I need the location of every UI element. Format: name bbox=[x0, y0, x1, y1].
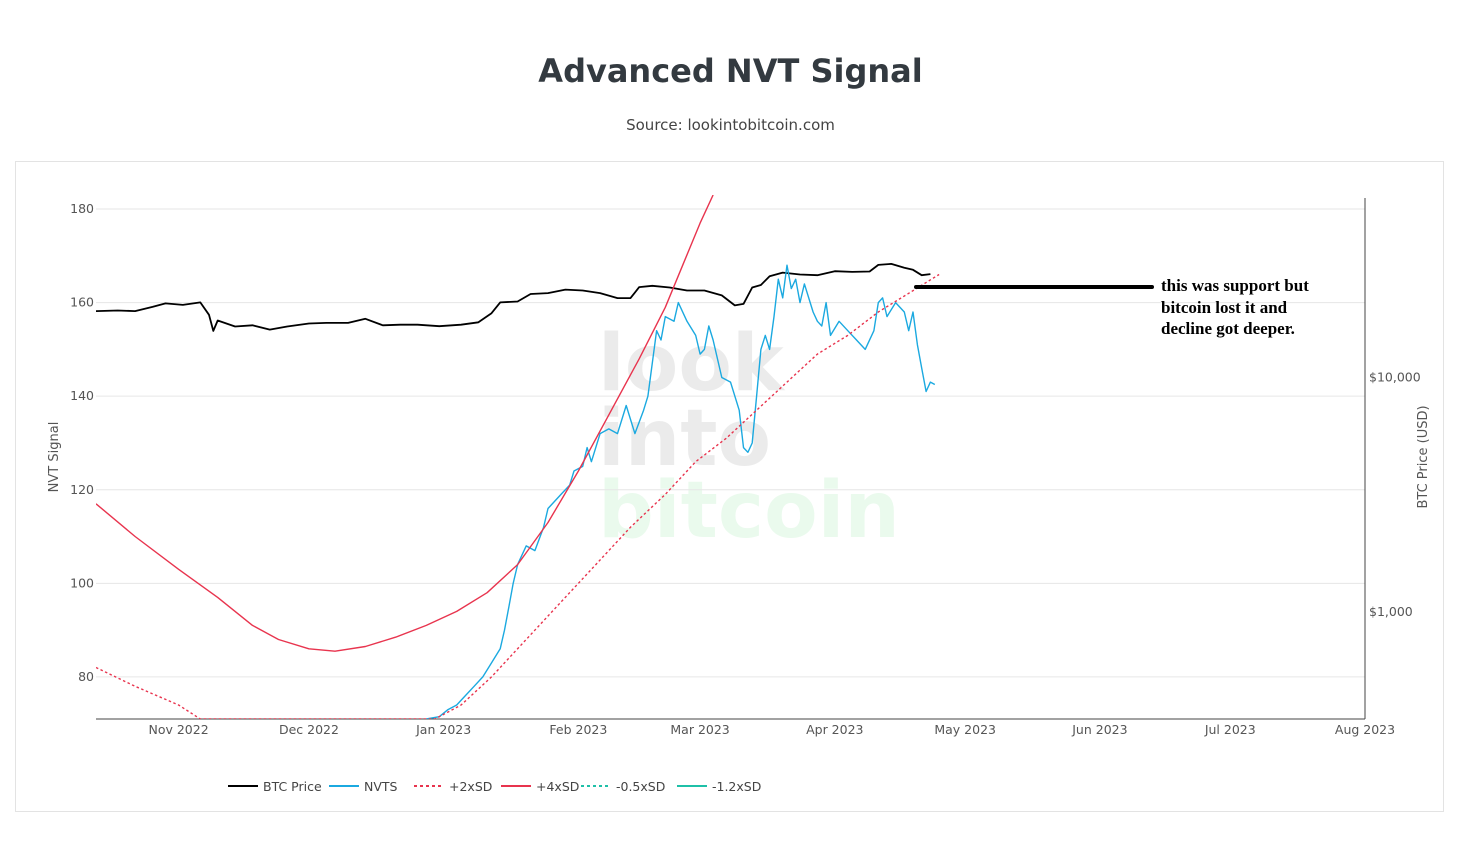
legend-item-btc-price[interactable]: BTC Price bbox=[228, 779, 322, 794]
watermark-bitcoin: bitcoin bbox=[598, 466, 900, 556]
series-layer bbox=[96, 195, 940, 719]
y-left-tick-label: 180 bbox=[70, 201, 94, 216]
watermark: look into bitcoin bbox=[598, 319, 900, 556]
annotation-line-1: this was support but bbox=[1161, 276, 1309, 295]
series-btc-price bbox=[96, 263, 931, 332]
annotation-line-2: bitcoin lost it and bbox=[1161, 297, 1288, 317]
x-tick-label: Jan 2023 bbox=[415, 722, 471, 737]
chart-title: Advanced NVT Signal bbox=[538, 52, 923, 90]
y-left-tick-label: 80 bbox=[78, 669, 94, 684]
y-right-axis-title: BTC Price (USD) bbox=[1416, 405, 1431, 508]
x-tick-label: Jul 2023 bbox=[1204, 722, 1256, 737]
axes: 80 100 120 140 160 180 $1,000 $10,000 Nov 2022 De… bbox=[47, 198, 1431, 737]
x-tick-label: Feb 2023 bbox=[549, 722, 607, 737]
annotation-text: this was support but bitcoin lost it and… bbox=[1161, 275, 1361, 340]
x-tick-label: Dec 2022 bbox=[279, 722, 339, 737]
series-nvts bbox=[426, 264, 936, 719]
series--4xsd bbox=[96, 195, 714, 652]
y-left-tick-label: 140 bbox=[70, 388, 94, 403]
x-tick-label: Nov 2022 bbox=[148, 722, 208, 737]
y-left-tick-label: 120 bbox=[70, 482, 94, 497]
x-tick-label: Jun 2023 bbox=[1071, 722, 1127, 737]
legend-label: BTC Price bbox=[263, 779, 322, 794]
legend-label: +2xSD bbox=[449, 779, 492, 794]
x-tick-label: Mar 2023 bbox=[670, 722, 729, 737]
watermark-look: look bbox=[598, 319, 786, 409]
legend-label: -0.5xSD bbox=[616, 779, 665, 794]
legend-label: -1.2xSD bbox=[712, 779, 761, 794]
y-left-axis-title: NVT Signal bbox=[47, 422, 62, 493]
x-tick-label: May 2023 bbox=[934, 722, 996, 737]
legend[interactable]: BTC Price NVTS +2xSD +4xSD -0.5xSD -1.2xSD bbox=[228, 779, 761, 794]
legend-label: +4xSD bbox=[536, 779, 579, 794]
legend-item--1-2xsd[interactable]: -1.2xSD bbox=[677, 779, 761, 794]
y-left-tick-label: 160 bbox=[70, 295, 94, 310]
series--2xsd bbox=[96, 273, 940, 719]
legend-label: NVTS bbox=[364, 779, 398, 794]
x-tick-label: Aug 2023 bbox=[1335, 722, 1395, 737]
chart-frame bbox=[15, 161, 1444, 812]
legend-item-nvts[interactable]: NVTS bbox=[329, 779, 398, 794]
legend-item--2xsd[interactable]: +2xSD bbox=[414, 779, 492, 794]
legend-item--4xsd[interactable]: +4xSD bbox=[501, 779, 579, 794]
chart-subtitle: Source: lookintobitcoin.com bbox=[626, 116, 835, 134]
y-right-tick-label: $10,000 bbox=[1369, 370, 1421, 385]
y-left-tick-label: 100 bbox=[70, 575, 94, 590]
legend-item--0-5xsd[interactable]: -0.5xSD bbox=[581, 779, 665, 794]
y-right-tick-label: $1,000 bbox=[1369, 604, 1413, 619]
x-tick-label: Apr 2023 bbox=[806, 722, 863, 737]
annotation-line-3: decline got deeper. bbox=[1161, 319, 1295, 338]
